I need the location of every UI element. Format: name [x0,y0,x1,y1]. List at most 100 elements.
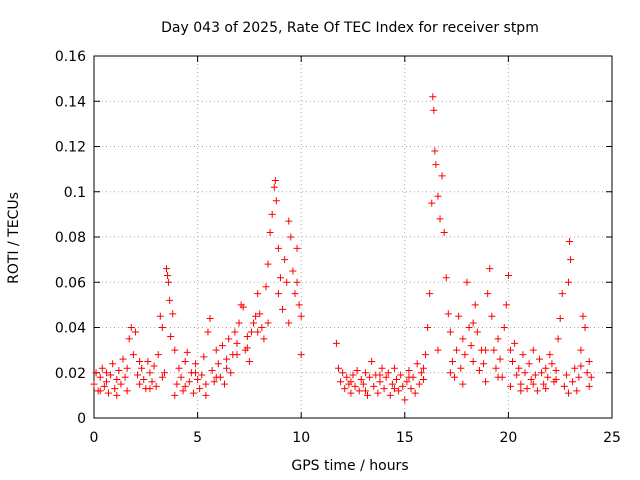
data-point [378,364,386,372]
data-point [484,290,492,298]
data-point [192,369,200,377]
chart-title: Day 043 of 2025, Rate Of TEC Index for r… [161,20,539,36]
data-point [274,244,282,252]
data-point [469,357,477,365]
data-point [136,380,144,388]
data-point [397,371,405,379]
data-point [446,369,454,377]
data-point [436,215,444,223]
data-point [223,355,231,363]
data-point [295,301,303,309]
data-point [413,360,421,368]
data-point [566,238,574,246]
data-point [214,360,222,368]
data-point [533,387,541,395]
data-point [540,380,548,388]
data-point [208,366,216,374]
data-point [218,342,226,350]
data-point [279,305,287,313]
data-point [332,339,340,347]
x-axis-ticks: 0 5 10 15 20 25 [90,56,621,446]
data-point [438,172,446,180]
data-point [564,389,572,397]
data-point [440,228,448,236]
data-point [134,371,142,379]
data-point [583,369,591,377]
data-point [266,228,274,236]
data-point [490,346,498,354]
data-point [96,387,104,395]
data-point [221,380,229,388]
data-point [542,364,550,372]
y-tick-label: 0.16 [55,49,86,65]
data-point [457,364,465,372]
data-point [585,357,593,365]
data-point [165,278,173,286]
data-point [281,256,289,264]
data-point [293,278,301,286]
data-point [202,391,210,399]
data-point [293,244,301,252]
data-point [552,366,560,374]
x-axis-title: GPS time / hours [291,458,408,474]
data-point [334,364,342,372]
data-point [390,364,398,372]
data-point [256,310,264,318]
data-point [431,147,439,155]
data-point [519,351,527,359]
data-point [494,373,502,381]
data-point [254,290,262,298]
data-point [366,373,374,381]
data-point [297,351,305,359]
data-point [171,391,179,399]
data-point [480,360,488,368]
data-point [556,314,564,322]
data-point [144,357,152,365]
data-point [403,378,411,386]
data-point [575,373,583,381]
data-point [154,351,162,359]
data-point [185,378,193,386]
data-point [482,378,490,386]
data-point [506,346,514,354]
data-point [558,290,566,298]
data-point [204,328,212,336]
data-point [361,369,369,377]
data-point [223,364,231,372]
data-point [446,328,454,336]
data-point [239,303,247,311]
data-point [119,355,127,363]
data-point [538,369,546,377]
data-point [465,324,473,331]
data-point [109,360,117,368]
data-point [264,260,272,268]
data-point [492,364,500,372]
data-point [98,364,106,372]
data-point [422,351,430,359]
y-tick-label: 0.08 [55,230,86,246]
data-point [160,369,168,377]
data-point [349,371,357,379]
data-point [194,376,202,384]
data-point [451,373,459,381]
data-point [364,391,372,399]
data-point [415,380,423,388]
data-point [370,382,378,390]
data-series-roti [90,93,595,404]
data-point [579,312,587,320]
data-point [525,360,533,368]
data-point [189,389,197,397]
data-point [233,351,241,359]
data-point [388,380,396,388]
data-point [252,312,260,320]
data-point [270,183,278,191]
data-point [245,357,253,365]
data-point [146,385,154,393]
data-point [521,369,529,377]
data-point [158,324,166,331]
data-point [453,346,461,354]
y-tick-label: 0.06 [55,275,86,291]
data-point [117,380,125,388]
data-point [459,335,467,343]
